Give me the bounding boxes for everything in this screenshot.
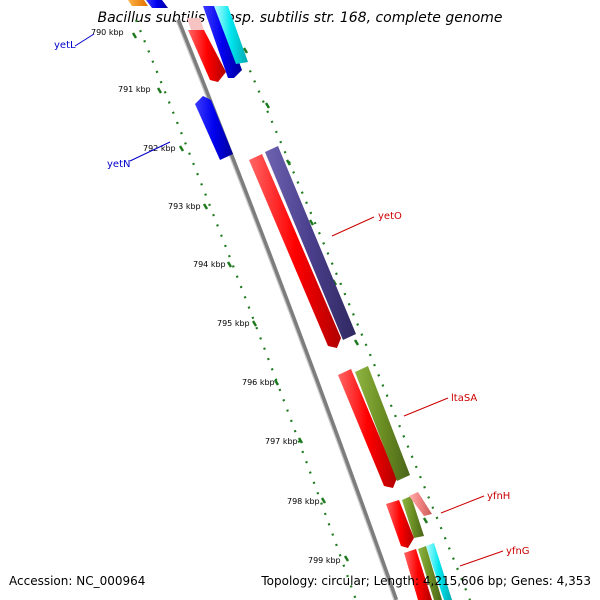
leader-yfnH <box>440 495 485 514</box>
gene-labels: yetL yetN yetO ltaSA yfnH yfnG <box>54 40 530 557</box>
tick-label: 798 kbp <box>287 497 320 506</box>
accession-label: Accession: NC_000964 <box>9 574 146 588</box>
genome-summary: Topology: circular; Length: 4,215,606 bp… <box>261 574 591 588</box>
gene-label-yfnH[interactable]: yfnH <box>487 491 510 502</box>
feature-yetN[interactable] <box>195 96 233 160</box>
leader-yetL <box>74 33 95 47</box>
feature-red-ltaSA-left[interactable] <box>338 369 397 488</box>
tick-track-outer <box>226 19 472 600</box>
tick-label: 793 kbp <box>168 202 201 211</box>
tick-label: 790 kbp <box>91 28 124 37</box>
leader-yfnG <box>459 550 504 567</box>
tick-label: 797 kbp <box>265 437 298 446</box>
tick-label: 796 kbp <box>242 378 275 387</box>
feature-yfnH[interactable] <box>409 492 432 516</box>
gene-label-yetL[interactable]: yetL <box>54 40 76 51</box>
tick-marks-inner <box>131 32 350 562</box>
feature-top-blue[interactable] <box>203 6 242 78</box>
feature-olive-lower-2[interactable] <box>418 546 442 600</box>
tick-label: 792 kbp <box>143 144 176 153</box>
feature-red-long-1[interactable] <box>249 154 341 348</box>
feature-yetO[interactable] <box>265 146 356 340</box>
leader-yetN <box>129 141 171 162</box>
tick-labels: 790 kbp 791 kbp 792 kbp 793 kbp 794 kbp … <box>91 28 341 565</box>
feature-top-pink[interactable] <box>187 18 204 30</box>
tick-label: 795 kbp <box>217 319 250 328</box>
tick-label: 791 kbp <box>118 85 151 94</box>
feature-red-lower-1[interactable] <box>386 500 414 548</box>
tick-label: 799 kbp <box>308 556 341 565</box>
feature-top-cyan[interactable] <box>214 6 248 64</box>
feature-top-blue-small[interactable] <box>146 0 168 8</box>
feature-red-lower-2[interactable] <box>404 549 432 600</box>
feature-ltaSA[interactable] <box>355 366 410 481</box>
feature-olive-lower[interactable] <box>402 496 424 538</box>
feature-top-red[interactable] <box>188 30 226 82</box>
leader-ltaSA <box>403 397 449 417</box>
gene-label-yetN[interactable]: yetN <box>107 159 130 170</box>
genome-backbone <box>175 19 399 600</box>
gene-label-yfnG[interactable]: yfnG <box>506 546 530 557</box>
gene-label-yetO[interactable]: yetO <box>378 211 402 222</box>
leader-yetO <box>331 216 375 237</box>
feature-top-orange[interactable] <box>128 0 148 6</box>
feature-yfnG[interactable] <box>426 543 452 600</box>
tick-label: 794 kbp <box>193 260 226 269</box>
leader-lines <box>74 33 504 567</box>
gene-label-ltaSA[interactable]: ltaSA <box>451 393 477 404</box>
